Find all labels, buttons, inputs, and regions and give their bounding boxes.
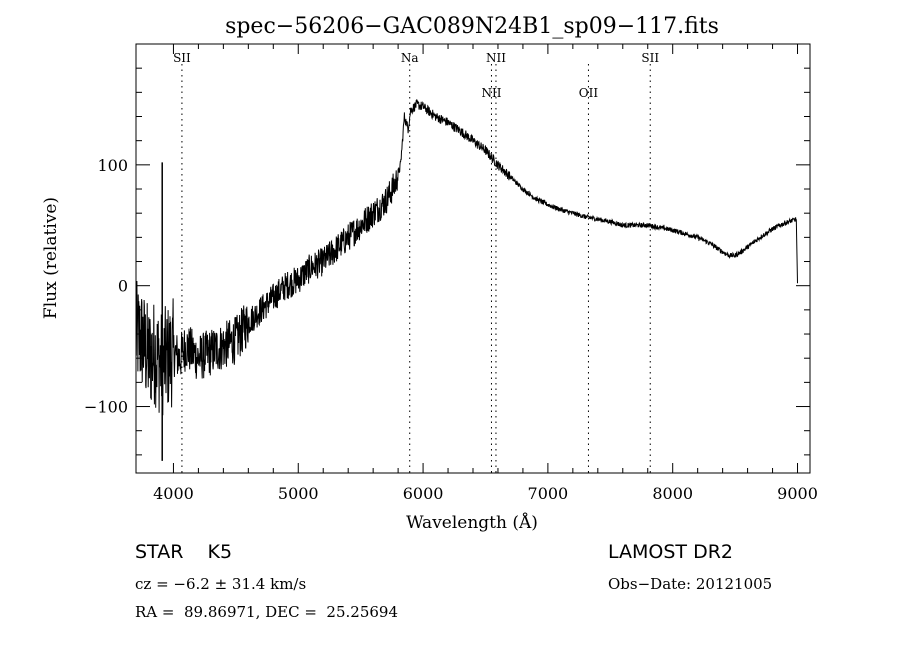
reference-line-label: SII [641, 51, 659, 65]
reference-line-label: OII [579, 86, 599, 100]
observation-date: Obs−Date: 20121005 [608, 575, 773, 593]
axis-ticks: 4000 5000 6000 7000 8000 9000 −100 0 100 [84, 44, 818, 503]
object-type: STAR K5 [135, 541, 233, 563]
x-tick-label: 6000 [403, 484, 444, 503]
y-tick-label: 0 [118, 277, 128, 296]
spectrum-series-line [135, 99, 798, 416]
coordinates: RA = 89.86971, DEC = 25.25694 [135, 603, 399, 621]
x-tick-label: 8000 [652, 484, 693, 503]
reference-line-label: SII [173, 51, 191, 65]
redshift-value: cz = −6.2 ± 31.4 km/s [135, 575, 307, 593]
plot-frame [135, 43, 811, 474]
x-tick-label: 7000 [528, 484, 569, 503]
y-tick-label: −100 [84, 398, 128, 417]
chart-title: spec−56206−GAC089N24B1_sp09−117.fits [225, 14, 719, 39]
x-tick-label: 9000 [777, 484, 818, 503]
y-axis-label: Flux (relative) [41, 197, 61, 319]
survey-name: LAMOST DR2 [608, 541, 733, 563]
reference-lines: SII Na NII NII OII SII [173, 51, 659, 473]
x-axis-label: Wavelength (Å) [406, 512, 538, 533]
reference-line-label: NII [481, 86, 501, 100]
reference-line-label: NII [486, 51, 506, 65]
reference-line-label: Na [401, 51, 419, 65]
y-tick-label: 100 [97, 156, 128, 175]
x-tick-label: 4000 [153, 484, 194, 503]
x-tick-label: 5000 [278, 484, 319, 503]
